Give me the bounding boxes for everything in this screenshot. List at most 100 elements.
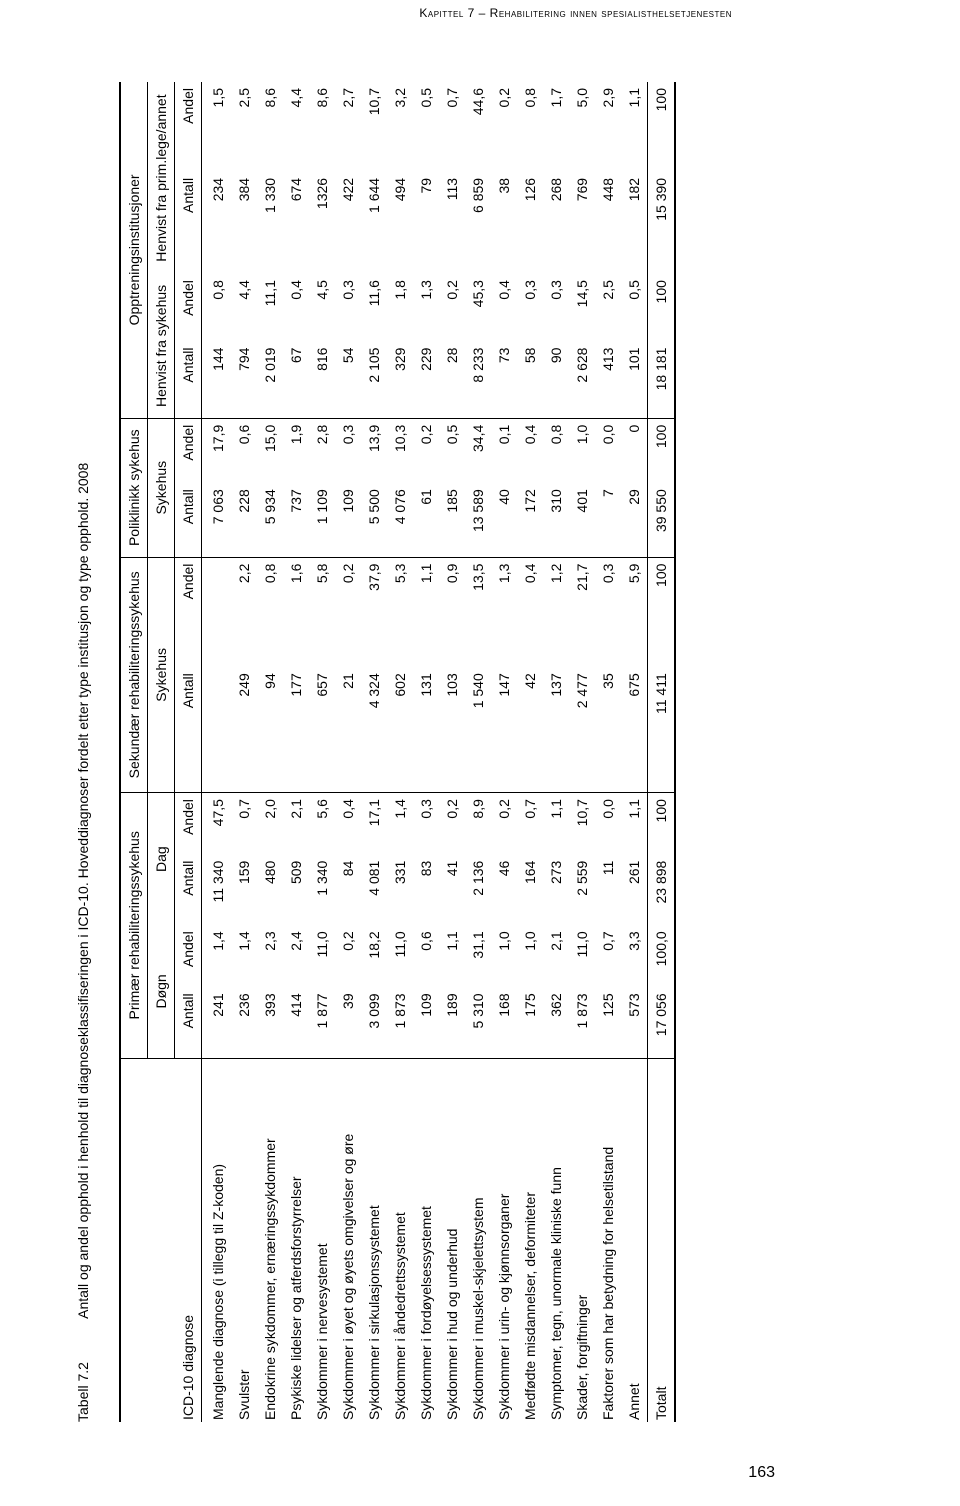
cell-andel: 0,6 — [413, 925, 439, 987]
subhead-sykehus-poly: Sykehus — [148, 418, 175, 557]
cell-andel: 0,9 — [439, 557, 465, 667]
cell-antall: 58 — [517, 342, 543, 419]
cell-andel: 17,1 — [361, 793, 387, 855]
cell-antall: 11 340 — [202, 855, 232, 926]
cell-andel: 0 — [621, 418, 648, 483]
cell-andel: 13,9 — [361, 418, 387, 483]
cell-andel: 0,3 — [335, 418, 361, 483]
row-label: Manglende diagnose (i tillegg til Z-kode… — [202, 1058, 232, 1422]
cell-antall: 6 859 — [465, 172, 491, 274]
cell-andel: 10,3 — [387, 418, 413, 483]
cell-antall: 40 — [491, 483, 517, 557]
cell-andel: 1,0 — [569, 418, 595, 483]
cell-antall: 4 081 — [361, 855, 387, 926]
cell-andel: 11,0 — [309, 925, 335, 987]
table-row: Sykdommer i hud og underhud1891,1410,210… — [439, 82, 465, 1422]
cell-antall: 494 — [387, 172, 413, 274]
col-group-poly: Poliklinikk sykehus — [120, 418, 148, 557]
row-label: Psykiske lidelser og atferdsforstyrrelse… — [283, 1058, 309, 1422]
cell-andel — [202, 557, 232, 667]
cell-andel: 0,4 — [517, 418, 543, 483]
subhead-dogn: Døgn — [148, 925, 175, 1058]
cell-andel: 15,0 — [257, 418, 283, 483]
cell-antall: 241 — [202, 987, 232, 1058]
col-andel-1: Andel — [175, 925, 202, 987]
cell-antall: 147 — [491, 667, 517, 792]
cell-andel: 1,1 — [621, 793, 648, 855]
cell-andel: 0,3 — [335, 274, 361, 341]
cell-antall: 4 324 — [361, 667, 387, 792]
cell-antall: 109 — [413, 987, 439, 1058]
cell-antall: 144 — [202, 342, 232, 419]
cell-andel: 1,9 — [283, 418, 309, 483]
cell-antall: 1 873 — [387, 987, 413, 1058]
cell-andel: 1,5 — [202, 82, 232, 172]
table-row: Sykdommer i urin- og kjønnsorganer1681,0… — [491, 82, 517, 1422]
col-antall-3: Antall — [175, 667, 202, 792]
cell-andel: 1,1 — [621, 82, 648, 172]
cell-andel: 8,6 — [309, 82, 335, 172]
cell-andel: 37,9 — [361, 557, 387, 667]
row-label: Sykdommer i sirkulasjonssystemet — [361, 1058, 387, 1422]
cell-andel: 11,0 — [387, 925, 413, 987]
cell-andel: 0,2 — [413, 418, 439, 483]
col-andel-4: Andel — [175, 418, 202, 483]
table-row: Annet5733,32611,16755,92901010,51821,1 — [621, 82, 648, 1422]
cell-andel: 44,6 — [465, 82, 491, 172]
cell-antall: 1 877 — [309, 987, 335, 1058]
cell-antall: 38 — [491, 172, 517, 274]
cell-antall: 73 — [491, 342, 517, 419]
cell-antall: 737 — [283, 483, 309, 557]
cell-andel: 0,2 — [491, 793, 517, 855]
table-row: Sykdommer i øyet og øyets omgivelser og … — [335, 82, 361, 1422]
cell-andel: 2,1 — [283, 793, 309, 855]
cell-antall: 113 — [439, 172, 465, 274]
cell-antall: 35 — [595, 667, 621, 792]
cell-antall: 2 105 — [361, 342, 387, 419]
cell-antall: 15 390 — [648, 172, 676, 274]
col-antall-4: Antall — [175, 483, 202, 557]
cell-andel: 1,4 — [202, 925, 232, 987]
row-label: Totalt — [648, 1058, 676, 1422]
row-label: Sykdommer i øyet og øyets omgivelser og … — [335, 1058, 361, 1422]
cell-andel: 0,8 — [202, 274, 232, 341]
cell-andel: 3,3 — [621, 925, 648, 987]
cell-antall: 2 136 — [465, 855, 491, 926]
cell-antall: 137 — [543, 667, 569, 792]
cell-andel: 5,3 — [387, 557, 413, 667]
cell-andel: 1,6 — [283, 557, 309, 667]
col-andel-2: Andel — [175, 793, 202, 855]
cell-andel: 11,1 — [257, 274, 283, 341]
cell-andel: 1,4 — [387, 793, 413, 855]
cell-andel: 0,0 — [595, 793, 621, 855]
cell-andel: 2,5 — [231, 82, 257, 172]
row-label: Sykdommer i fordøyelsessystemet — [413, 1058, 439, 1422]
cell-antall: 54 — [335, 342, 361, 419]
cell-antall: 1 873 — [569, 987, 595, 1058]
cell-antall: 28 — [439, 342, 465, 419]
cell-antall: 229 — [413, 342, 439, 419]
cell-andel: 2,3 — [257, 925, 283, 987]
table-row: Endokrine sykdommer, ernæringssykdommer3… — [257, 82, 283, 1422]
cell-andel: 0,7 — [517, 793, 543, 855]
cell-antall: 794 — [231, 342, 257, 419]
cell-andel: 0,3 — [517, 274, 543, 341]
cell-antall: 413 — [595, 342, 621, 419]
cell-antall: 13 589 — [465, 483, 491, 557]
col-group-opp: Opptreningsinstitusjoner — [120, 82, 148, 418]
subhead-henvist-syk: Henvist fra sykehus — [148, 274, 175, 418]
table-row: Manglende diagnose (i tillegg til Z-kode… — [202, 82, 232, 1422]
cell-antall: 234 — [202, 172, 232, 274]
col-antall-1: Antall — [175, 987, 202, 1058]
col-antall-5: Antall — [175, 342, 202, 419]
table-row: Sykdommer i muskel-skjelettsystem5 31031… — [465, 82, 491, 1422]
col-andel-6: Andel — [175, 82, 202, 172]
cell-andel: 100 — [648, 82, 676, 172]
col-antall-6: Antall — [175, 172, 202, 274]
rotated-table-container: Tabell 7.2 Antall og andel opphold i hen… — [75, 752, 676, 1422]
cell-andel: 0,2 — [439, 793, 465, 855]
cell-antall — [202, 667, 232, 792]
row-label: Medfødte misdannelser, deformiteter — [517, 1058, 543, 1422]
cell-andel: 100 — [648, 793, 676, 855]
cell-antall: 1326 — [309, 172, 335, 274]
